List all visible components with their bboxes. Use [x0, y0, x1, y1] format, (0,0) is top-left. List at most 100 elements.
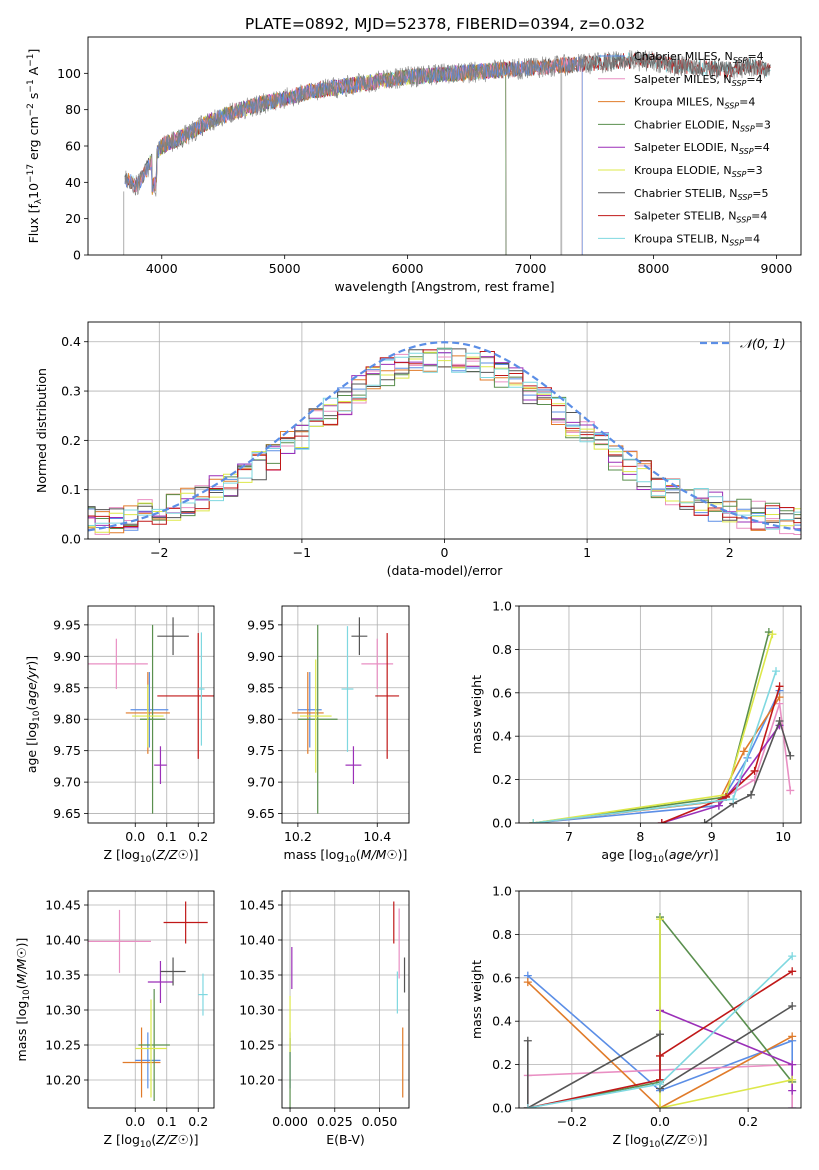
spectrum-line-salpeter-miles [124, 57, 583, 255]
data-point-marker [656, 915, 664, 924]
y-tick-label: 9.95 [247, 617, 275, 632]
data-point-marker [656, 1030, 664, 1039]
legend-entry: Kroupa STELIB, NSSP=4 [634, 232, 760, 247]
age_vs_Z-y-axis-label: age [log10(age/yr)] [24, 656, 42, 773]
x-tick-label: 0.1 [157, 1114, 177, 1129]
data-point-marker [788, 1060, 797, 1069]
age_vs_mass-x-axis-label: mass [log10(M/M☉)] [284, 847, 408, 865]
mass_weight_vs_age-y-axis-label: mass weight [469, 675, 484, 754]
y-tick-label: 0 [73, 248, 81, 263]
data-point-marker [529, 819, 538, 823]
y-tick-label: 9.70 [247, 775, 275, 790]
y-tick-label: 0.1 [61, 482, 81, 497]
y-tick-label: 0.4 [492, 1014, 512, 1029]
age-vs-metallicity-panel: 0.0 0.1 0.2 9.65 9.70 9.75 9.80 9.85 9.90 9.95 Z [… [24, 605, 215, 865]
data-point-marker [657, 819, 666, 823]
mass_vs_ebv-x-axis-label: E(B-V) [326, 1132, 365, 1147]
mass-weight-line [533, 696, 781, 823]
x-tick-label: 10.4 [363, 829, 391, 844]
legend-entry: Chabrier ELODIE, NSSP=3 [634, 118, 771, 133]
data-point-marker [788, 967, 797, 976]
y-tick-label: 10.40 [45, 933, 81, 948]
mass-weight-line [527, 970, 793, 1108]
spectrum-line-kroupa-elodie [149, 62, 507, 255]
y-tick-label: 0.0 [61, 532, 81, 547]
residuals-y-axis-label: Normed distribution [34, 368, 49, 493]
axes-frame [281, 605, 410, 824]
x-tick-label: 9000 [761, 261, 793, 276]
y-tick-label: 9.70 [53, 775, 81, 790]
data-point-marker [714, 801, 723, 810]
y-tick-label: 0.4 [492, 729, 512, 744]
legend-entry: Chabrier STELIB, NSSP=5 [634, 187, 768, 202]
spectrum-x-axis-label: wavelength [Angstrom, rest frame] [334, 279, 554, 294]
data-point-marker [788, 1032, 797, 1041]
y-tick-label: 1.0 [492, 884, 512, 899]
y-tick-label: 10.40 [239, 933, 275, 948]
y-tick-label: 20 [65, 211, 81, 226]
y-tick-label: 0.2 [492, 772, 512, 787]
x-tick-label: 0.2 [188, 1114, 208, 1129]
residuals-x-axis-label: (data-model)/error [387, 563, 504, 578]
axes-frame [87, 605, 215, 824]
plot-area [291, 617, 400, 814]
data-point-marker [729, 795, 738, 804]
y-tick-label: 0.0 [492, 816, 512, 831]
y-tick-label: 100 [57, 66, 81, 81]
mass-weight-line [661, 724, 781, 823]
y-tick-label: 10.35 [45, 968, 81, 983]
data-point-marker [656, 1104, 664, 1108]
mass_weight_vs_Z-y-axis-label: mass weight [469, 960, 484, 1039]
x-tick-label: 0.0 [125, 829, 145, 844]
y-tick-label: 80 [65, 102, 81, 117]
y-tick-label: 10.45 [45, 898, 81, 913]
y-tick-label: 9.85 [53, 680, 81, 695]
x-tick-label: 0.025 [317, 1114, 353, 1129]
x-tick-label: 8000 [638, 261, 670, 276]
plot-area [88, 341, 801, 535]
data-point-marker [772, 667, 781, 676]
mass-weight-line [659, 1009, 794, 1091]
spectrum-y-axis-label: Flux [fλ10−17 erg cm−2 s−1 A−1] [26, 49, 44, 244]
mass-weight-line [659, 919, 793, 1108]
axes-frame [87, 890, 215, 1109]
y-tick-label: 10.30 [239, 1003, 275, 1018]
data-point-marker [788, 952, 797, 961]
data-point-marker [786, 786, 795, 795]
y-tick-label: 0.3 [61, 384, 81, 399]
plot-area [529, 628, 795, 823]
x-tick-label: 6000 [392, 261, 424, 276]
y-tick-label: 0.8 [492, 642, 512, 657]
x-tick-label: 2 [726, 545, 734, 560]
y-tick-label: 10.20 [45, 1073, 81, 1088]
y-tick-label: 9.85 [247, 680, 275, 695]
legend-entry: 𝒩(0, 1) [740, 336, 786, 351]
plot-area [88, 901, 208, 1101]
legend-entry: Salpeter ELODIE, NSSP=4 [634, 141, 770, 156]
data-point-marker [775, 682, 784, 691]
y-tick-label: 0.2 [492, 1057, 512, 1072]
age_vs_Z-x-axis-label: Z [log10(Z/Z☉)] [103, 847, 198, 865]
data-point-marker [700, 819, 709, 823]
y-tick-label: 0.8 [492, 927, 512, 942]
plot-area [123, 49, 771, 255]
x-tick-label: 0.1 [157, 829, 177, 844]
x-tick-label: −1 [293, 545, 311, 560]
x-tick-label: 1 [583, 545, 591, 560]
y-tick-label: 0.2 [61, 433, 81, 448]
y-tick-label: 40 [65, 175, 81, 190]
x-tick-label: 10 [775, 829, 791, 844]
data-point-marker [788, 1002, 797, 1011]
plot-area [289, 901, 406, 1108]
x-tick-label: 7000 [515, 261, 547, 276]
age-vs-mass-panel: 10.2 10.4 9.65 9.70 9.75 9.80 9.85 9.90 9.95 mass… [247, 605, 410, 865]
x-tick-label: 9 [708, 829, 716, 844]
x-tick-label: 4000 [146, 261, 178, 276]
x-tick-label: 10.2 [284, 829, 312, 844]
mass-weight-vs-metallicity-panel: −0.2 0.0 0.2 0.0 0.2 0.4 0.6 0.8 1.0 Z [log10(Z/Z… [469, 884, 802, 1150]
x-tick-label: 0.050 [362, 1114, 398, 1129]
observed-spectrum-line [124, 49, 771, 197]
x-tick-label: 0.2 [738, 1114, 758, 1129]
data-point-marker [656, 1080, 664, 1089]
